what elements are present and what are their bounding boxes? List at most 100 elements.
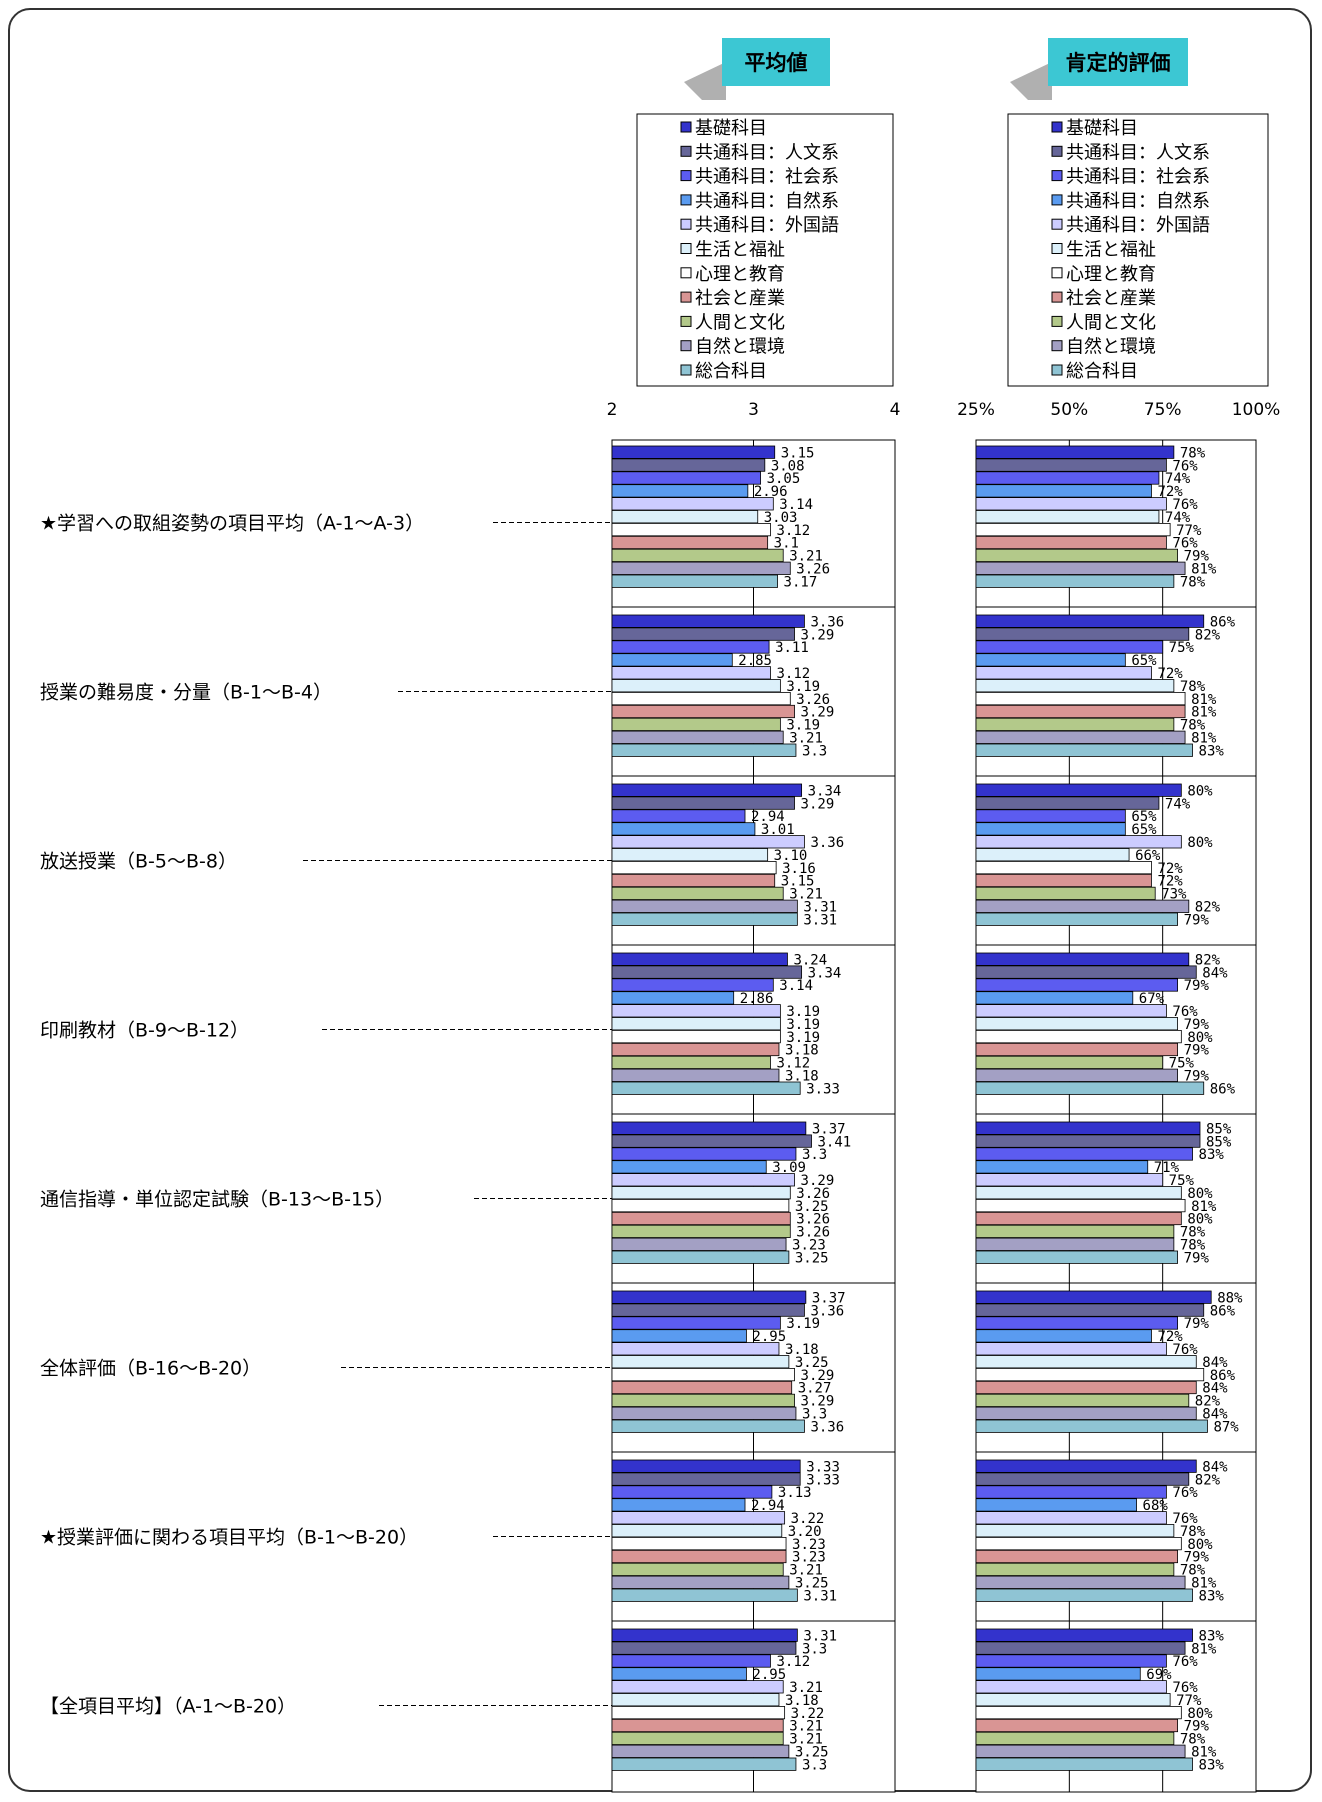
bar (975, 1068, 1179, 1082)
bar (611, 912, 798, 926)
data-label: 3.19 (786, 1030, 820, 1046)
bar (611, 497, 774, 511)
bar (611, 1042, 780, 1057)
legend-swatch (1051, 218, 1063, 230)
data-label: 3.16 (782, 861, 816, 877)
data-label: 3.29 (801, 1394, 835, 1410)
data-label: 3.21 (789, 1732, 823, 1748)
bar (975, 1186, 1182, 1200)
bar (975, 1329, 1152, 1343)
data-label: 81% (1191, 692, 1217, 708)
legend-label: 共通科目：自然系 (1066, 191, 1210, 212)
data-label: 76% (1172, 1004, 1198, 1020)
legend-label: 自然と環境 (1066, 337, 1156, 358)
data-label: 82% (1195, 627, 1221, 643)
legend-swatch (680, 340, 692, 352)
bar (611, 627, 795, 641)
data-label: 79% (1184, 1550, 1210, 1566)
data-label: 2.95 (752, 1329, 786, 1345)
bar (975, 692, 1186, 706)
data-label: 69% (1146, 1667, 1172, 1683)
data-label: 72% (1157, 484, 1183, 500)
bar (611, 574, 778, 588)
category-label: 全体評価（B-16～B-20） (40, 1358, 261, 1380)
bar (975, 965, 1197, 979)
bar (611, 886, 784, 901)
data-label: 3.36 (810, 614, 844, 630)
bar (975, 730, 1186, 744)
data-label: 81% (1191, 1745, 1217, 1761)
bar (975, 1030, 1182, 1044)
bar (975, 561, 1186, 575)
legend-label: 基礎科目 (695, 118, 767, 139)
data-label: 75% (1169, 1056, 1195, 1072)
legend-box (1007, 113, 1269, 387)
bar (975, 991, 1134, 1005)
data-label: 3.3 (802, 743, 827, 759)
data-label: 84% (1202, 965, 1228, 981)
legend-label: 共通科目：社会系 (695, 167, 839, 188)
bar (611, 1329, 747, 1343)
bar (975, 1524, 1175, 1538)
data-label: 77% (1176, 523, 1202, 539)
bar (975, 1017, 1179, 1031)
legend-swatch (1051, 243, 1063, 254)
bar (611, 1537, 787, 1551)
legend-label: 共通科目：外国語 (1066, 215, 1210, 236)
legend-label: 総合科目 (1066, 361, 1138, 382)
legend-label: 生活と福祉 (1066, 240, 1156, 261)
bar (611, 1134, 812, 1148)
bar (611, 692, 791, 706)
data-label: 80% (1187, 1706, 1213, 1722)
data-label: 65% (1131, 653, 1157, 669)
data-label: 86% (1210, 1303, 1236, 1319)
bar (975, 458, 1167, 472)
legend-label: 総合科目 (695, 361, 767, 382)
bar (611, 1575, 790, 1589)
title-positive: 肯定的評価 (1010, 38, 1188, 100)
legend-swatch (1051, 340, 1063, 352)
bar (975, 1680, 1167, 1694)
data-label: 3.3 (802, 1641, 827, 1657)
legend-swatch (1051, 267, 1063, 279)
bar (975, 1160, 1149, 1174)
data-label: 86% (1210, 1368, 1236, 1384)
data-label: 79% (1184, 1069, 1210, 1085)
bar (975, 471, 1160, 485)
bar (975, 1537, 1182, 1551)
data-label: 3.33 (806, 1472, 840, 1488)
legend-label: 心理と教育 (695, 264, 785, 285)
data-label: 80% (1187, 835, 1213, 851)
data-label: 3.17 (784, 574, 818, 590)
bar (611, 1485, 773, 1499)
bar (975, 484, 1152, 498)
bar (611, 535, 769, 550)
bar (975, 1173, 1164, 1187)
data-label: 3.23 (792, 1238, 826, 1254)
legend-label: 人間と文化 (695, 312, 785, 333)
bar (975, 1498, 1137, 1512)
data-label: 76% (1172, 497, 1198, 513)
legend-swatch (680, 218, 692, 230)
bar (975, 510, 1160, 524)
legend-swatch (680, 315, 692, 327)
bar (611, 1199, 790, 1213)
bar (611, 1237, 787, 1251)
bar (975, 873, 1152, 888)
data-label: 84% (1202, 1459, 1228, 1475)
data-label: 3.29 (801, 627, 835, 643)
data-label: 3.19 (786, 718, 820, 734)
data-label: 74% (1165, 796, 1191, 812)
bar (611, 1731, 784, 1745)
data-label: 3.31 (803, 1628, 837, 1644)
data-label: 78% (1180, 574, 1206, 590)
legend-swatch (680, 170, 692, 182)
data-label: 76% (1172, 1485, 1198, 1501)
data-label: 3.31 (803, 912, 837, 928)
data-label: 87% (1213, 1419, 1239, 1435)
bar (975, 627, 1190, 641)
bar (611, 1316, 781, 1330)
tick-label: 50% (1050, 400, 1088, 420)
data-label: 3.21 (789, 1719, 823, 1735)
legend-label: 共通科目：自然系 (695, 191, 839, 212)
